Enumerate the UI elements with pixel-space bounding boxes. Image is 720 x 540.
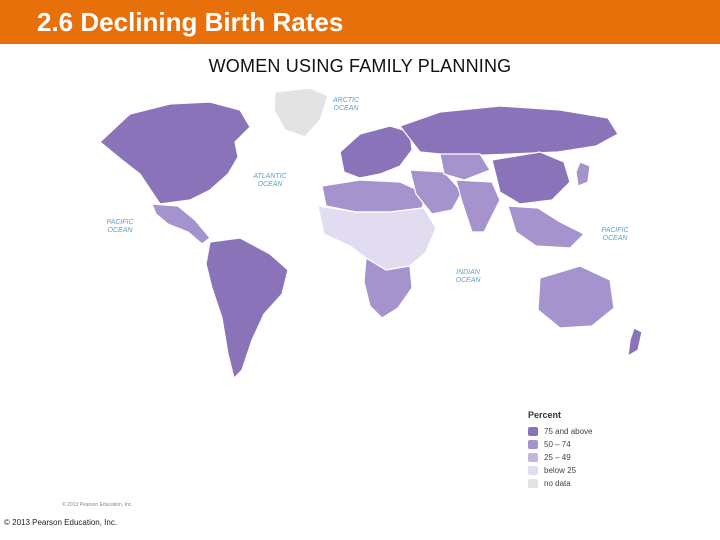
region-southern-africa (363, 257, 413, 319)
map-title: WOMEN USING FAMILY PLANNING (208, 56, 512, 76)
region-australia (537, 265, 615, 329)
region-central-asia (439, 153, 491, 181)
ocean-label-pacific-east: PACIFIC OCEAN (601, 227, 629, 242)
title-bar: 2.6 Declining Birth Rates (0, 0, 720, 44)
region-sub-saharan-africa (317, 205, 437, 271)
ocean-label-pacific-west: PACIFIC OCEAN (106, 219, 134, 234)
region-china (491, 151, 571, 205)
legend-label: 75 and above (544, 426, 593, 436)
region-north-america (99, 101, 251, 205)
region-south-asia (455, 179, 501, 233)
world-map: ARCTIC OCEAN ATLANTIC OCEAN PACIFIC OCEAN PACI… (60, 82, 670, 382)
region-new-zealand (627, 327, 643, 357)
legend-label: 25 – 49 (544, 452, 571, 462)
legend-title: Percent (528, 410, 562, 420)
region-japan (575, 161, 591, 187)
legend-swatch (528, 452, 538, 462)
legend-label: 50 – 74 (544, 439, 571, 449)
region-mexico-and-central-america (151, 203, 211, 245)
region-south-america (205, 237, 289, 379)
region-north-africa (321, 179, 427, 213)
ocean-label-arctic: ARCTIC OCEAN (332, 97, 360, 112)
slide-title: 2.6 Declining Birth Rates (37, 7, 344, 37)
legend: Percent 75 and above 50 – 74 25 – 49 below … (528, 410, 638, 490)
footer-credit: © 2013 Pearson Education, Inc. (4, 518, 118, 527)
legend-item: 25 – 49 (528, 451, 638, 463)
legend-item: below 25 (528, 464, 638, 476)
legend-swatch (528, 439, 538, 449)
region-greenland (273, 87, 329, 138)
region-europe (339, 125, 413, 179)
legend-label: no data (544, 478, 571, 488)
world-map-svg: ARCTIC OCEAN ATLANTIC OCEAN PACIFIC OCEAN PACI… (99, 87, 643, 379)
region-southeast-asia (507, 205, 585, 249)
region-russia (399, 105, 619, 157)
ocean-label-indian: INDIAN OCEAN (456, 269, 482, 284)
legend-label: below 25 (544, 465, 577, 475)
legend-item: no data (528, 477, 638, 489)
map-credit: © 2013 Pearson Education, Inc. (62, 502, 133, 508)
ocean-label-atlantic: ATLANTIC OCEAN (252, 173, 287, 188)
legend-swatch (528, 478, 538, 488)
legend-item: 75 and above (528, 425, 638, 437)
legend-item: 50 – 74 (528, 438, 638, 450)
legend-swatch (528, 465, 538, 475)
legend-swatch (528, 426, 538, 436)
